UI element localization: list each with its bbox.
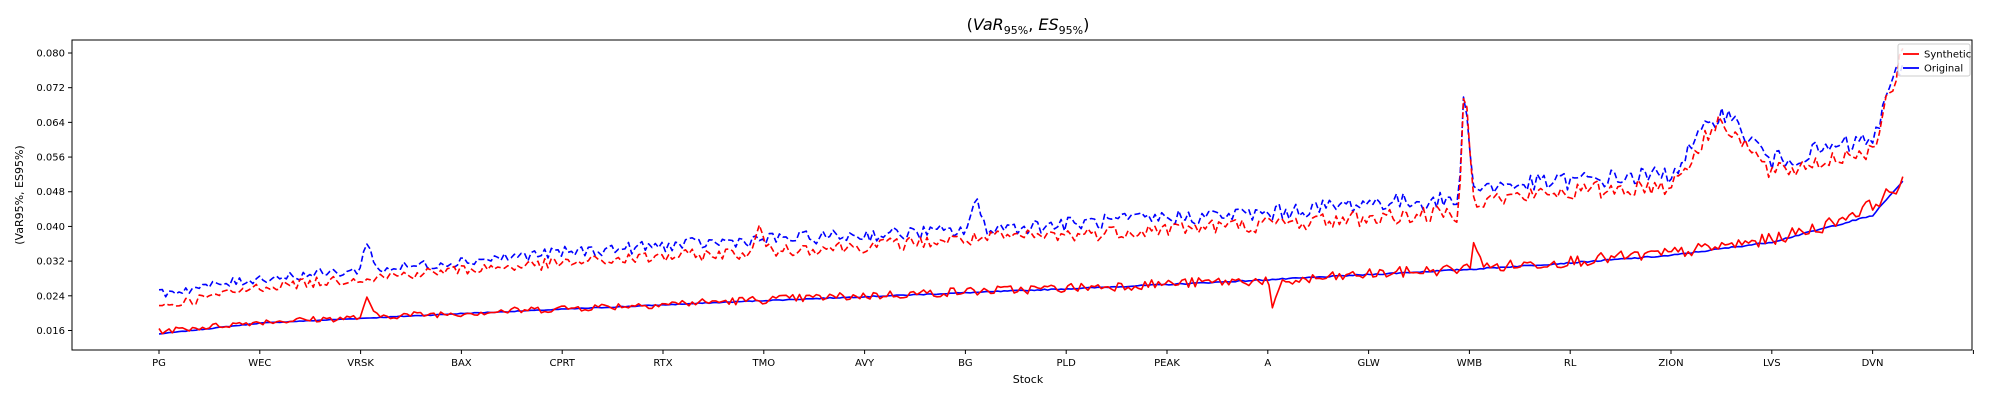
y-tick-label: 0.072 [36, 83, 65, 94]
x-axis-label: Stock [1013, 373, 1044, 386]
x-tick-label: PG [152, 358, 166, 369]
y-tick-label: 0.024 [36, 291, 65, 302]
title-sep: , [1028, 15, 1038, 34]
x-tick-label: TMO [751, 358, 775, 369]
title-var-main: VaR [973, 15, 1004, 34]
x-tick-label: AVY [855, 358, 875, 369]
y-tick-label: 0.032 [36, 257, 65, 268]
x-tick-label: RTX [653, 358, 672, 369]
x-tick-label: A [1264, 358, 1271, 369]
x-tick-label: DVN [1862, 358, 1884, 369]
y-tick-label: 0.056 [36, 153, 65, 164]
y-tick-label: 0.064 [36, 118, 65, 129]
title-close: ) [1083, 15, 1089, 34]
x-tick-label: LVS [1763, 358, 1781, 369]
legend-label-synthetic: Synthetic [1924, 50, 1971, 61]
title-var-sub: 95% [1004, 24, 1028, 37]
title-es-main: ES [1038, 15, 1058, 34]
x-tick-label: WMB [1457, 358, 1483, 369]
y-tick-label: 0.040 [36, 222, 65, 233]
x-tick-label: BG [958, 358, 972, 369]
x-tick-label: PLD [1057, 358, 1077, 369]
x-tick-label: VRSK [347, 358, 374, 369]
x-tick-label: BAX [451, 358, 472, 369]
title-es-sub: 95% [1059, 24, 1083, 37]
x-tick-label: ZION [1658, 358, 1683, 369]
legend-label-original: Original [1924, 64, 1963, 75]
y-tick-label: 0.048 [36, 187, 65, 198]
x-tick-label: GLW [1357, 358, 1379, 369]
x-tick-label: CPRT [550, 358, 576, 369]
legend: Synthetic Original [1898, 44, 1971, 76]
x-tick-label: RL [1564, 358, 1577, 369]
y-axis-label: (VaR95%, ES95%) [13, 145, 26, 244]
y-tick-label: 0.016 [36, 326, 65, 337]
y-tick-label: 0.080 [36, 49, 65, 60]
x-tick-label: WEC [248, 358, 271, 369]
x-tick-label: PEAK [1154, 358, 1180, 369]
